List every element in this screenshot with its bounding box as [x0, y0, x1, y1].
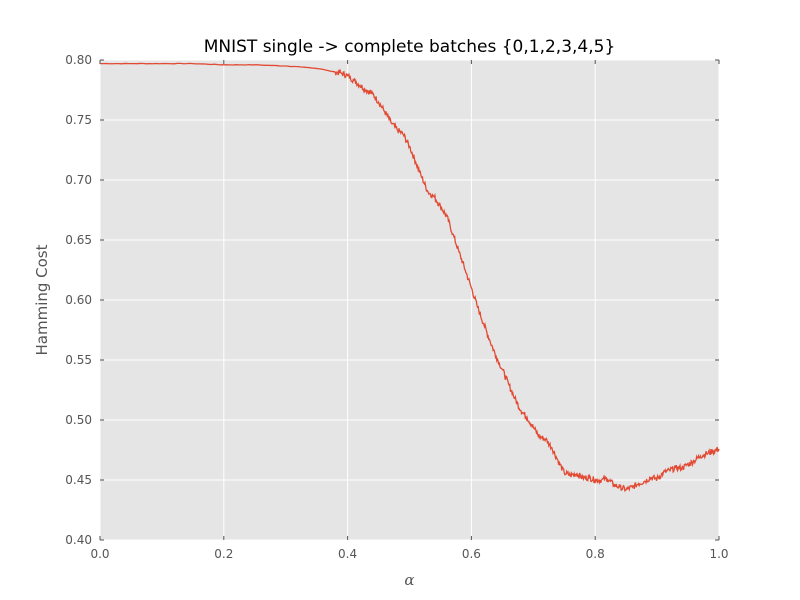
y-tick-label: 0.75	[65, 113, 92, 127]
y-tick-label: 0.60	[65, 293, 92, 307]
y-axis-label: Hamming Cost	[33, 244, 51, 355]
y-tick-label: 0.40	[65, 533, 92, 547]
y-tick-label: 0.50	[65, 413, 92, 427]
ticks: 0.0 0.2 0.4 0.6 0.8 1.0 0.40 0.45 0.50 0.55 0.60 0.…	[65, 53, 728, 561]
x-tick-label: 0.6	[462, 547, 481, 561]
y-tick-label: 0.70	[65, 173, 92, 187]
x-tick-label: 0.0	[90, 547, 109, 561]
x-tick-label: 0.4	[338, 547, 357, 561]
grid	[99, 59, 720, 541]
x-tick-label: 0.2	[214, 547, 233, 561]
series-line	[100, 62, 720, 493]
x-axis-label: α	[404, 571, 414, 589]
y-tick-label: 0.45	[65, 473, 92, 487]
y-tick-label: 0.80	[65, 53, 92, 67]
x-tick-label: 0.8	[586, 547, 605, 561]
x-tick-label: 1.0	[709, 547, 728, 561]
y-tick-label: 0.65	[65, 233, 92, 247]
chart-title: MNIST single -> complete batches {0,1,2,…	[204, 37, 616, 57]
y-tick-label: 0.55	[65, 353, 92, 367]
series-layer	[100, 62, 720, 493]
